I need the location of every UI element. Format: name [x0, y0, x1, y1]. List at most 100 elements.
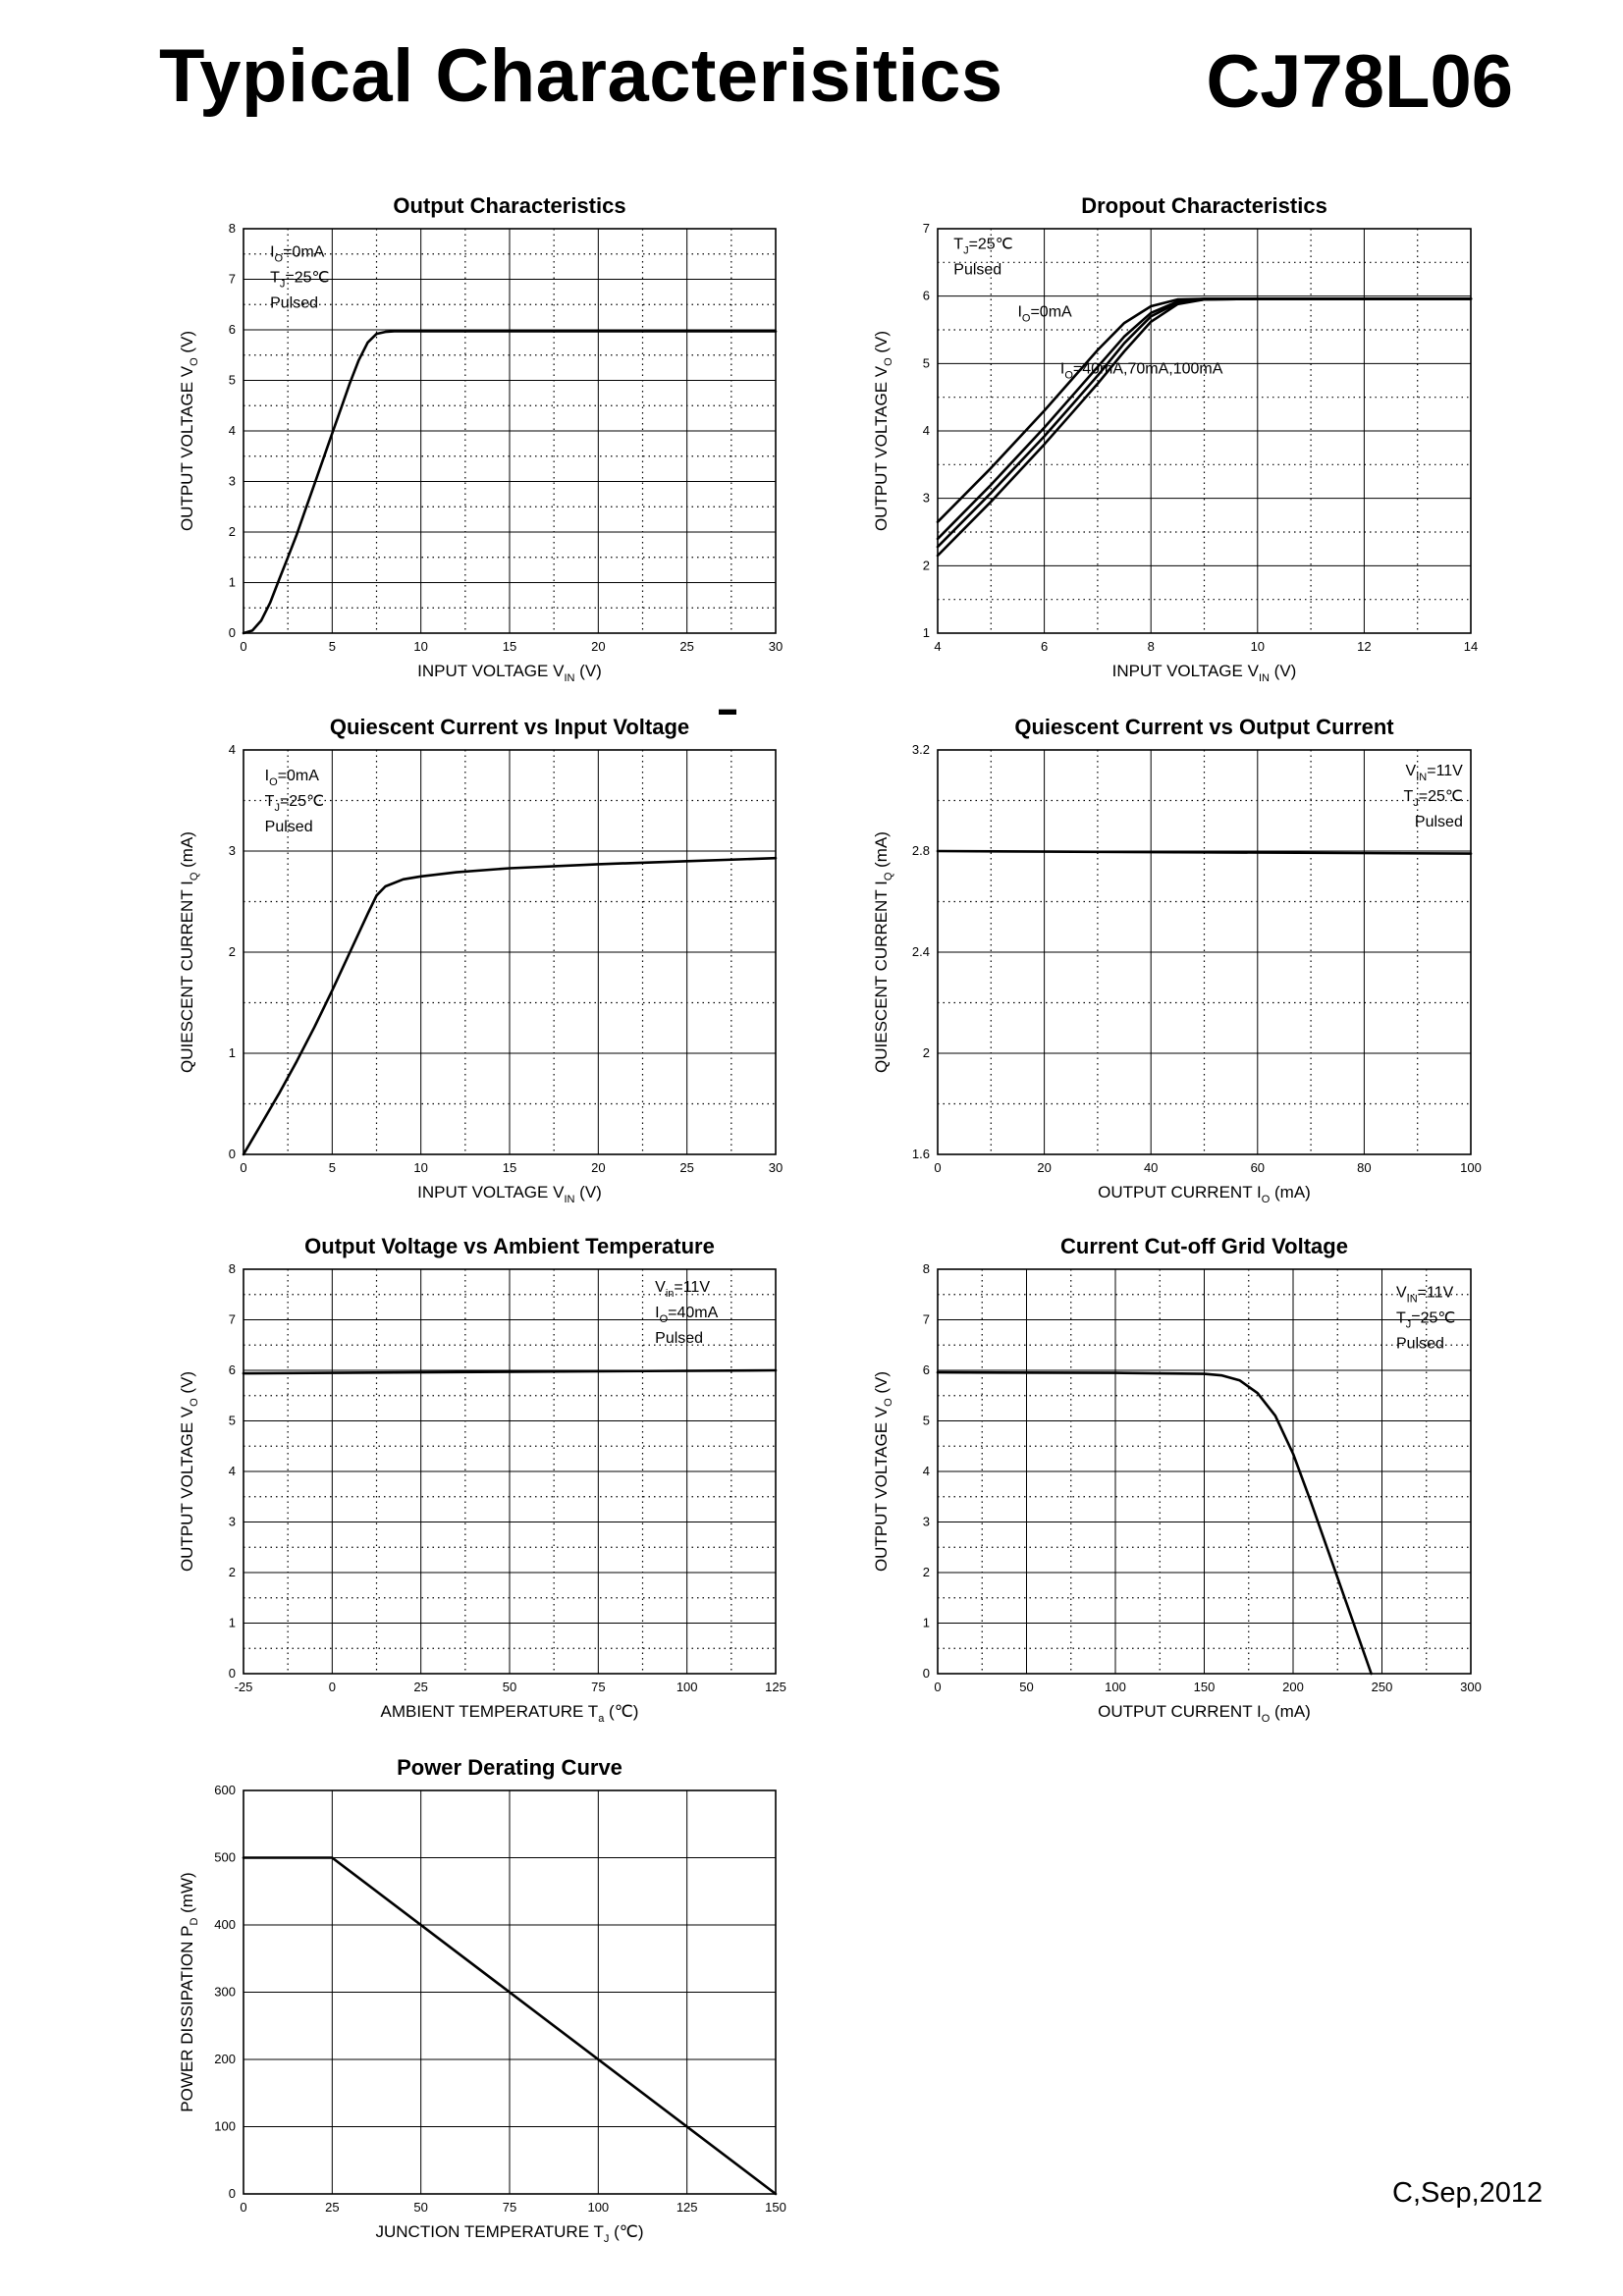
x-tick-label: 4 [934, 639, 941, 654]
y-tick-label: 3 [923, 1515, 930, 1529]
x-tick-label: 0 [240, 639, 246, 654]
y-tick-label: 1 [229, 1616, 236, 1630]
y-tick-label: 8 [923, 1261, 930, 1276]
x-tick-label: 100 [1460, 1160, 1482, 1175]
y-tick-label: 1 [923, 1616, 930, 1630]
y-tick-label: 0 [229, 1147, 236, 1161]
series-line-1 [936, 1370, 1373, 1676]
x-tick-label: 100 [1105, 1680, 1126, 1694]
chart-title: Output Voltage vs Ambient Temperature [304, 1234, 715, 1258]
x-tick-label: 10 [413, 639, 427, 654]
y-axis-label: OUTPUT VOLTAGE VO (V) [872, 1371, 894, 1572]
annotation-text: Pulsed [953, 262, 1001, 279]
y-tick-label: 6 [229, 1362, 236, 1377]
x-tick-label: 0 [240, 1160, 246, 1175]
x-tick-label: 10 [1251, 639, 1265, 654]
x-tick-label: 100 [587, 2200, 609, 2215]
x-tick-label: 20 [1037, 1160, 1051, 1175]
x-tick-label: 30 [769, 1160, 783, 1175]
y-tick-label: 2.8 [912, 843, 930, 858]
plot-frame [243, 749, 777, 1155]
annotation-text: TJ=25℃ [953, 237, 1012, 257]
x-axis-label: AMBIENT TEMPERATURE Ta (℃) [381, 1702, 639, 1725]
y-tick-label: 7 [923, 1312, 930, 1327]
x-tick-label: 20 [591, 1160, 605, 1175]
series-line-1 [242, 1856, 778, 2196]
annotation-text: IO=40mA,70mA,100mA [1060, 361, 1223, 382]
x-tick-label: 250 [1372, 1680, 1393, 1694]
x-tick-label: 5 [329, 1160, 336, 1175]
plot-frame [937, 228, 1472, 634]
annotation-text: Pulsed [1396, 1335, 1444, 1352]
y-tick-label: 1 [229, 575, 236, 590]
y-tick-label: 3 [229, 474, 236, 489]
plot-frame [937, 749, 1472, 1155]
chart-current-cutoff: 0 50 100 150 200 250 300 0 1 2 3 4 5 6 7 8 Current Cut-o… [872, 1234, 1482, 1725]
plot-frame [243, 1789, 777, 2195]
x-tick-label: 25 [413, 1680, 427, 1694]
y-tick-label: 0 [229, 625, 236, 640]
x-tick-label: 300 [1460, 1680, 1482, 1694]
chart-quiescent-vs-output: 0 20 40 60 80 100 1.6 2 2.4 2.8 3.2 Quiescent Curre… [872, 715, 1482, 1205]
x-tick-label: 25 [679, 639, 693, 654]
annotation-text: VIN=11V [1406, 763, 1464, 783]
y-tick-label: 5 [923, 1414, 930, 1428]
x-tick-label: 75 [503, 2200, 516, 2215]
annotation-text: Pulsed [655, 1330, 703, 1347]
annotation-text: TJ=25℃ [265, 793, 324, 814]
y-tick-label: 0 [229, 1666, 236, 1681]
y-tick-label: 1 [923, 625, 930, 640]
annotation-text: Pulsed [265, 819, 313, 835]
x-tick-label: 80 [1357, 1160, 1371, 1175]
x-axis-label: INPUT VOLTAGE VIN (V) [417, 662, 602, 684]
y-tick-label: 500 [214, 1850, 236, 1865]
x-axis-label: JUNCTION TEMPERATURE TJ (℃) [376, 2222, 644, 2245]
x-tick-label: -25 [235, 1680, 253, 1694]
x-tick-label: 125 [765, 1680, 786, 1694]
y-tick-label: 5 [229, 1414, 236, 1428]
part-number: CJ78L06 [1206, 40, 1513, 124]
y-tick-label: 2 [923, 1045, 930, 1060]
series-line-1 [242, 856, 778, 1156]
series-line-4 [936, 297, 1473, 558]
x-tick-label: 30 [769, 639, 783, 654]
y-tick-label: 5 [229, 373, 236, 388]
chart-title: Quiescent Current vs Output Current [1014, 715, 1394, 739]
y-tick-label: 0 [923, 1666, 930, 1681]
y-tick-label: 6 [229, 322, 236, 337]
x-tick-label: 0 [934, 1160, 941, 1175]
x-tick-label: 150 [765, 2200, 786, 2215]
annotation-text: Pulsed [270, 294, 318, 311]
annotation-text: IO=0mA [265, 768, 320, 788]
x-tick-label: 0 [934, 1680, 941, 1694]
annotation-text: TJ=25℃ [1403, 788, 1462, 809]
chart-title: Output Characteristics [393, 193, 625, 218]
y-tick-label: 2 [229, 944, 236, 959]
chart-title: Dropout Characteristics [1081, 193, 1327, 218]
annotation-text: IO=0mA [270, 243, 325, 264]
annotation-text: IO=0mA [1017, 303, 1072, 324]
page-title: Typical Characterisitics [159, 34, 1003, 118]
series-line-1 [936, 849, 1473, 855]
x-tick-label: 12 [1357, 639, 1371, 654]
y-tick-label: 8 [229, 221, 236, 236]
y-tick-label: 300 [214, 1985, 236, 2000]
plot-frame [243, 228, 777, 634]
y-tick-label: 4 [923, 423, 930, 438]
y-tick-label: 6 [923, 1362, 930, 1377]
y-tick-label: 2.4 [912, 944, 930, 959]
y-tick-label: 3 [923, 491, 930, 506]
x-tick-label: 10 [413, 1160, 427, 1175]
x-tick-label: 75 [591, 1680, 605, 1694]
chart-title: Quiescent Current vs Input Voltage [330, 715, 689, 739]
y-tick-label: 0 [229, 2186, 236, 2201]
y-tick-label: 200 [214, 2052, 236, 2066]
y-tick-label: 4 [229, 742, 236, 757]
annotation-text: Vin=11V [655, 1279, 710, 1300]
x-tick-label: 25 [325, 2200, 339, 2215]
y-tick-label: 7 [229, 1312, 236, 1327]
revision-date: C,Sep,2012 [1392, 2177, 1543, 2209]
